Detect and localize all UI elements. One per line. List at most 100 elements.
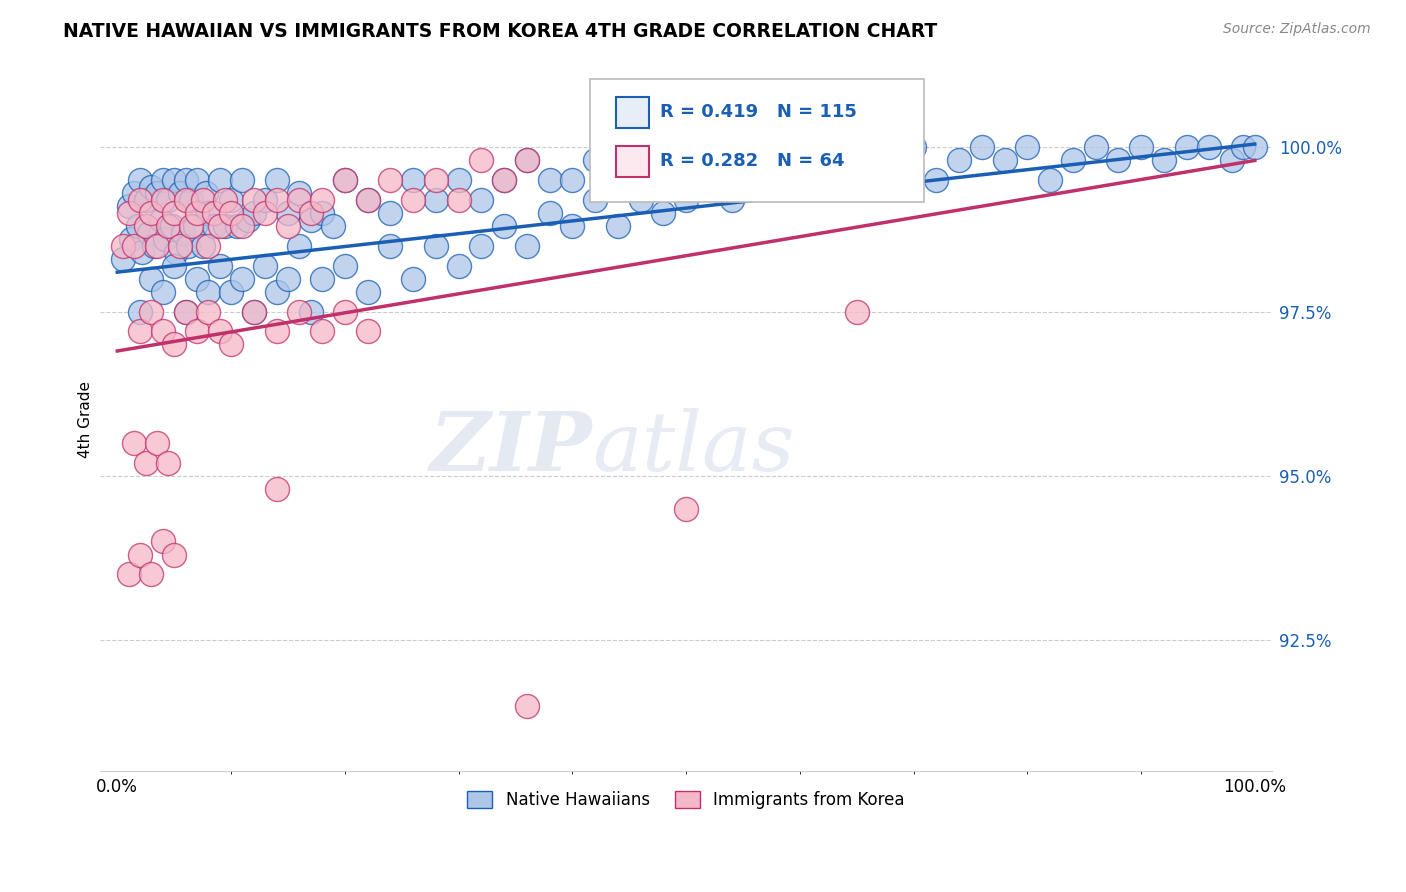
Point (174, 173, 197, 187)
Point (322, 219, 344, 234)
Point (174, 304, 197, 318)
Point (242, 206, 264, 220)
Point (174, 304, 197, 318)
Point (1153, 153, 1175, 168)
Point (333, 259, 356, 273)
Point (219, 206, 242, 220)
Point (135, 193, 157, 207)
Point (146, 186, 169, 201)
Point (127, 219, 149, 234)
Point (630, 153, 652, 168)
Point (129, 193, 152, 207)
Point (266, 173, 288, 187)
Point (138, 226, 160, 240)
Point (277, 206, 299, 220)
Point (236, 212, 259, 227)
Point (789, 153, 811, 168)
Point (277, 271, 299, 285)
Point (731, 153, 754, 168)
Point (214, 219, 236, 234)
Point (165, 245, 187, 260)
Point (129, 548, 152, 562)
Point (163, 206, 186, 220)
Point (1039, 173, 1062, 187)
Point (299, 304, 322, 318)
Point (1243, 140, 1265, 154)
Point (163, 337, 186, 351)
Point (118, 567, 141, 582)
Point (219, 285, 242, 299)
Point (242, 193, 264, 207)
Point (583, 193, 606, 207)
Point (425, 193, 447, 207)
Legend: Native Hawaiians, Immigrants from Korea: Native Hawaiians, Immigrants from Korea (461, 784, 911, 816)
Point (652, 206, 675, 220)
Point (356, 324, 378, 338)
Point (186, 324, 208, 338)
Point (197, 239, 219, 253)
Point (1232, 140, 1254, 154)
Point (311, 206, 333, 220)
Point (1062, 153, 1084, 168)
Point (146, 239, 169, 253)
Point (697, 173, 720, 187)
Point (561, 219, 583, 234)
Point (697, 173, 720, 187)
Point (402, 271, 425, 285)
Point (333, 304, 356, 318)
Point (124, 186, 146, 201)
Point (333, 173, 356, 187)
Point (516, 153, 538, 168)
Point (111, 239, 134, 253)
Point (254, 259, 277, 273)
Point (124, 436, 146, 450)
Point (447, 173, 470, 187)
Point (766, 173, 789, 187)
Point (492, 173, 515, 187)
Point (157, 219, 180, 234)
Point (141, 304, 163, 318)
Point (111, 252, 134, 266)
Point (447, 193, 470, 207)
Point (129, 173, 152, 187)
Point (197, 206, 219, 220)
Point (266, 285, 288, 299)
Point (152, 173, 174, 187)
Point (177, 239, 200, 253)
Bar (616, 96, 648, 128)
Point (356, 193, 378, 207)
Point (856, 153, 879, 168)
Point (903, 140, 925, 154)
Point (231, 271, 253, 285)
Point (174, 193, 197, 207)
Point (163, 173, 186, 187)
Point (1175, 140, 1198, 154)
Point (169, 239, 191, 253)
Point (208, 219, 231, 234)
Point (1107, 153, 1129, 168)
Point (299, 212, 322, 227)
Point (231, 219, 253, 234)
Point (402, 173, 425, 187)
Point (208, 173, 231, 187)
Point (197, 304, 219, 318)
Y-axis label: 4th Grade: 4th Grade (79, 382, 93, 458)
Point (925, 173, 948, 187)
Point (146, 436, 169, 450)
Point (993, 153, 1015, 168)
Point (288, 186, 311, 201)
Point (135, 456, 157, 470)
Point (1220, 153, 1243, 168)
Text: atlas: atlas (592, 408, 794, 488)
Point (288, 239, 311, 253)
Point (129, 324, 152, 338)
Point (845, 304, 868, 318)
Point (129, 304, 152, 318)
Point (630, 193, 652, 207)
Point (149, 212, 172, 227)
Point (492, 219, 515, 234)
Point (242, 304, 264, 318)
Text: Source: ZipAtlas.com: Source: ZipAtlas.com (1223, 22, 1371, 37)
Point (1084, 140, 1107, 154)
Point (425, 239, 447, 253)
